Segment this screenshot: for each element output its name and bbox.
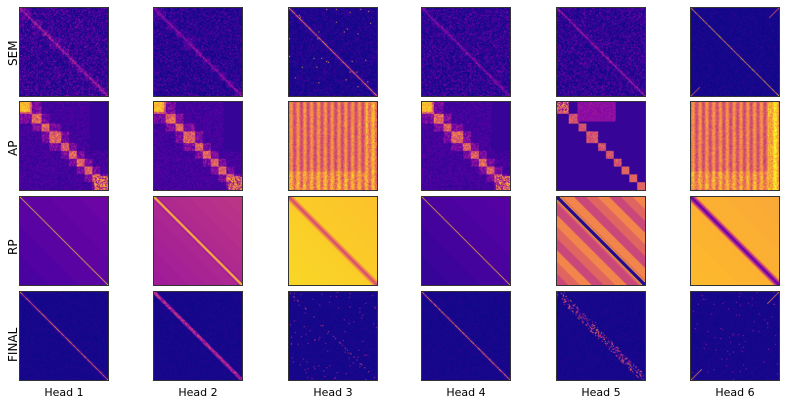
heatmap-canvas: [691, 102, 779, 190]
row-label-ap: AP: [6, 140, 20, 156]
heatmap-canvas: [557, 102, 645, 190]
heatmap-canvas: [422, 8, 510, 96]
col-label-head-2: Head 2: [178, 386, 218, 399]
heatmap-ap-h2: [153, 101, 243, 191]
heatmap-canvas: [289, 8, 377, 96]
col-label-head-6: Head 6: [715, 386, 755, 399]
col-label-head-5: Head 5: [581, 386, 621, 399]
heatmap-canvas: [154, 8, 242, 96]
heatmap-canvas: [422, 197, 510, 285]
heatmap-sem-h2: [153, 7, 243, 97]
col-label-head-3: Head 3: [313, 386, 353, 399]
heatmap-sem-h1: [19, 7, 109, 97]
heatmap-rp-h3: [288, 196, 378, 286]
heatmap-canvas: [557, 197, 645, 285]
heatmap-canvas: [20, 292, 108, 380]
heatmap-rp-h5: [556, 196, 646, 286]
heatmap-sem-h4: [421, 7, 511, 97]
heatmap-rp-h6: [690, 196, 780, 286]
heatmap-canvas: [20, 102, 108, 190]
heatmap-rp-h1: [19, 196, 109, 286]
heatmap-sem-h3: [288, 7, 378, 97]
heatmap-canvas: [691, 292, 779, 380]
heatmap-canvas: [154, 102, 242, 190]
heatmap-final-h4: [421, 291, 511, 381]
heatmap-final-h6: [690, 291, 780, 381]
col-label-head-1: Head 1: [44, 386, 84, 399]
heatmap-canvas: [691, 197, 779, 285]
heatmap-rp-h2: [153, 196, 243, 286]
heatmap-ap-h4: [421, 101, 511, 191]
heatmap-sem-h6: [690, 7, 780, 97]
heatmap-final-h2: [153, 291, 243, 381]
heatmap-canvas: [557, 8, 645, 96]
row-label-final: FINAL: [6, 327, 20, 362]
heatmap-canvas: [20, 197, 108, 285]
heatmap-final-h1: [19, 291, 109, 381]
heatmap-sem-h5: [556, 7, 646, 97]
heatmap-canvas: [20, 8, 108, 96]
heatmap-ap-h6: [690, 101, 780, 191]
heatmap-ap-h5: [556, 101, 646, 191]
heatmap-final-h5: [556, 291, 646, 381]
heatmap-canvas: [289, 102, 377, 190]
row-label-sem: SEM: [6, 40, 20, 66]
heatmap-canvas: [422, 292, 510, 380]
row-label-rp: RP: [6, 239, 20, 255]
heatmap-canvas: [154, 197, 242, 285]
col-label-head-4: Head 4: [446, 386, 486, 399]
heatmap-rp-h4: [421, 196, 511, 286]
heatmap-canvas: [289, 197, 377, 285]
heatmap-final-h3: [288, 291, 378, 381]
heatmap-canvas: [289, 292, 377, 380]
heatmap-canvas: [154, 292, 242, 380]
heatmap-ap-h3: [288, 101, 378, 191]
heatmap-canvas: [691, 8, 779, 96]
heatmap-canvas: [422, 102, 510, 190]
heatmap-ap-h1: [19, 101, 109, 191]
heatmap-canvas: [557, 292, 645, 380]
